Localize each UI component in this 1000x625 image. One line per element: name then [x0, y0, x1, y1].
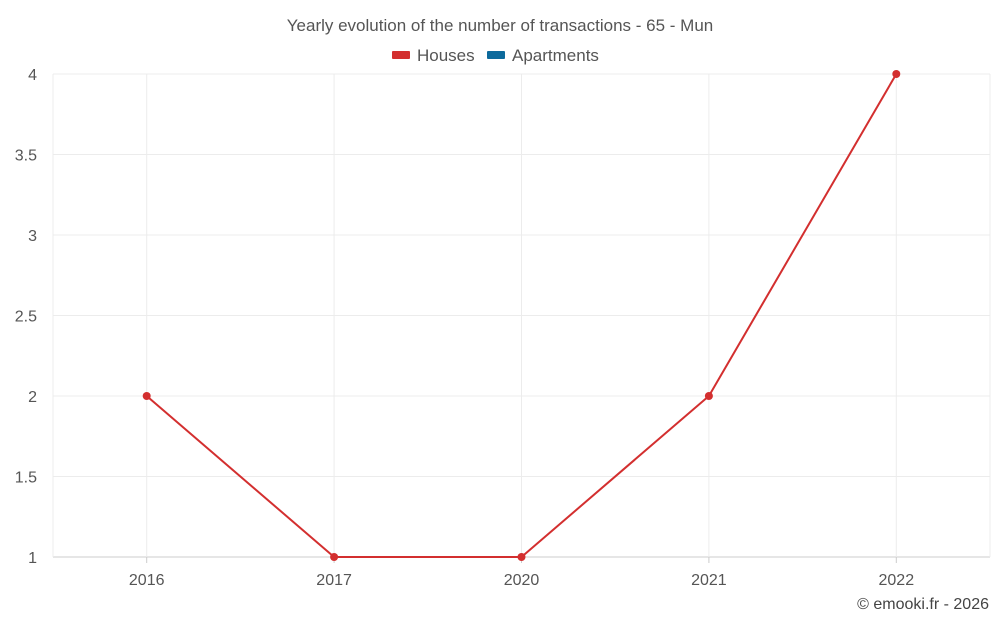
x-tick-label-3: 2021	[691, 572, 727, 589]
legend-swatch-houses	[392, 51, 410, 59]
x-tick-label-0: 2016	[129, 572, 165, 589]
y-axis-ticks: 1 1.5 2 2.5 3 3.5 4	[15, 67, 37, 567]
credit-text: © emooki.fr - 2026	[857, 596, 989, 613]
chart-title: Yearly evolution of the number of transa…	[287, 16, 714, 35]
y-tick-label-4: 3	[28, 228, 37, 245]
series-houses	[142, 70, 901, 561]
x-axis-ticks: 2016 2017 2020 2021 2022	[129, 557, 914, 589]
legend-label-apartments: Apartments	[512, 46, 599, 65]
y-tick-label-3: 2.5	[15, 309, 37, 326]
grid	[52, 73, 991, 558]
y-tick-label-5: 3.5	[15, 148, 37, 165]
data-point-houses-2020[interactable]	[517, 553, 526, 561]
y-tick-label-2: 2	[28, 389, 37, 406]
data-point-houses-2022[interactable]	[892, 70, 901, 78]
y-tick-label-6: 4	[28, 67, 37, 84]
data-point-houses-2021[interactable]	[704, 392, 713, 400]
x-tick-label-4: 2022	[879, 572, 915, 589]
y-tick-label-0: 1	[28, 550, 37, 567]
x-tick-label-1: 2017	[316, 572, 352, 589]
x-tick-label-2: 2020	[504, 572, 540, 589]
y-tick-label-1: 1.5	[15, 470, 37, 487]
legend-swatch-apartments	[487, 51, 505, 59]
data-point-houses-2017[interactable]	[330, 553, 339, 561]
legend-item-apartments[interactable]: Apartments	[487, 46, 599, 65]
legend: Houses Apartments	[392, 46, 599, 65]
data-point-houses-2016[interactable]	[142, 392, 151, 400]
legend-item-houses[interactable]: Houses	[392, 46, 475, 65]
legend-label-houses: Houses	[417, 46, 475, 65]
